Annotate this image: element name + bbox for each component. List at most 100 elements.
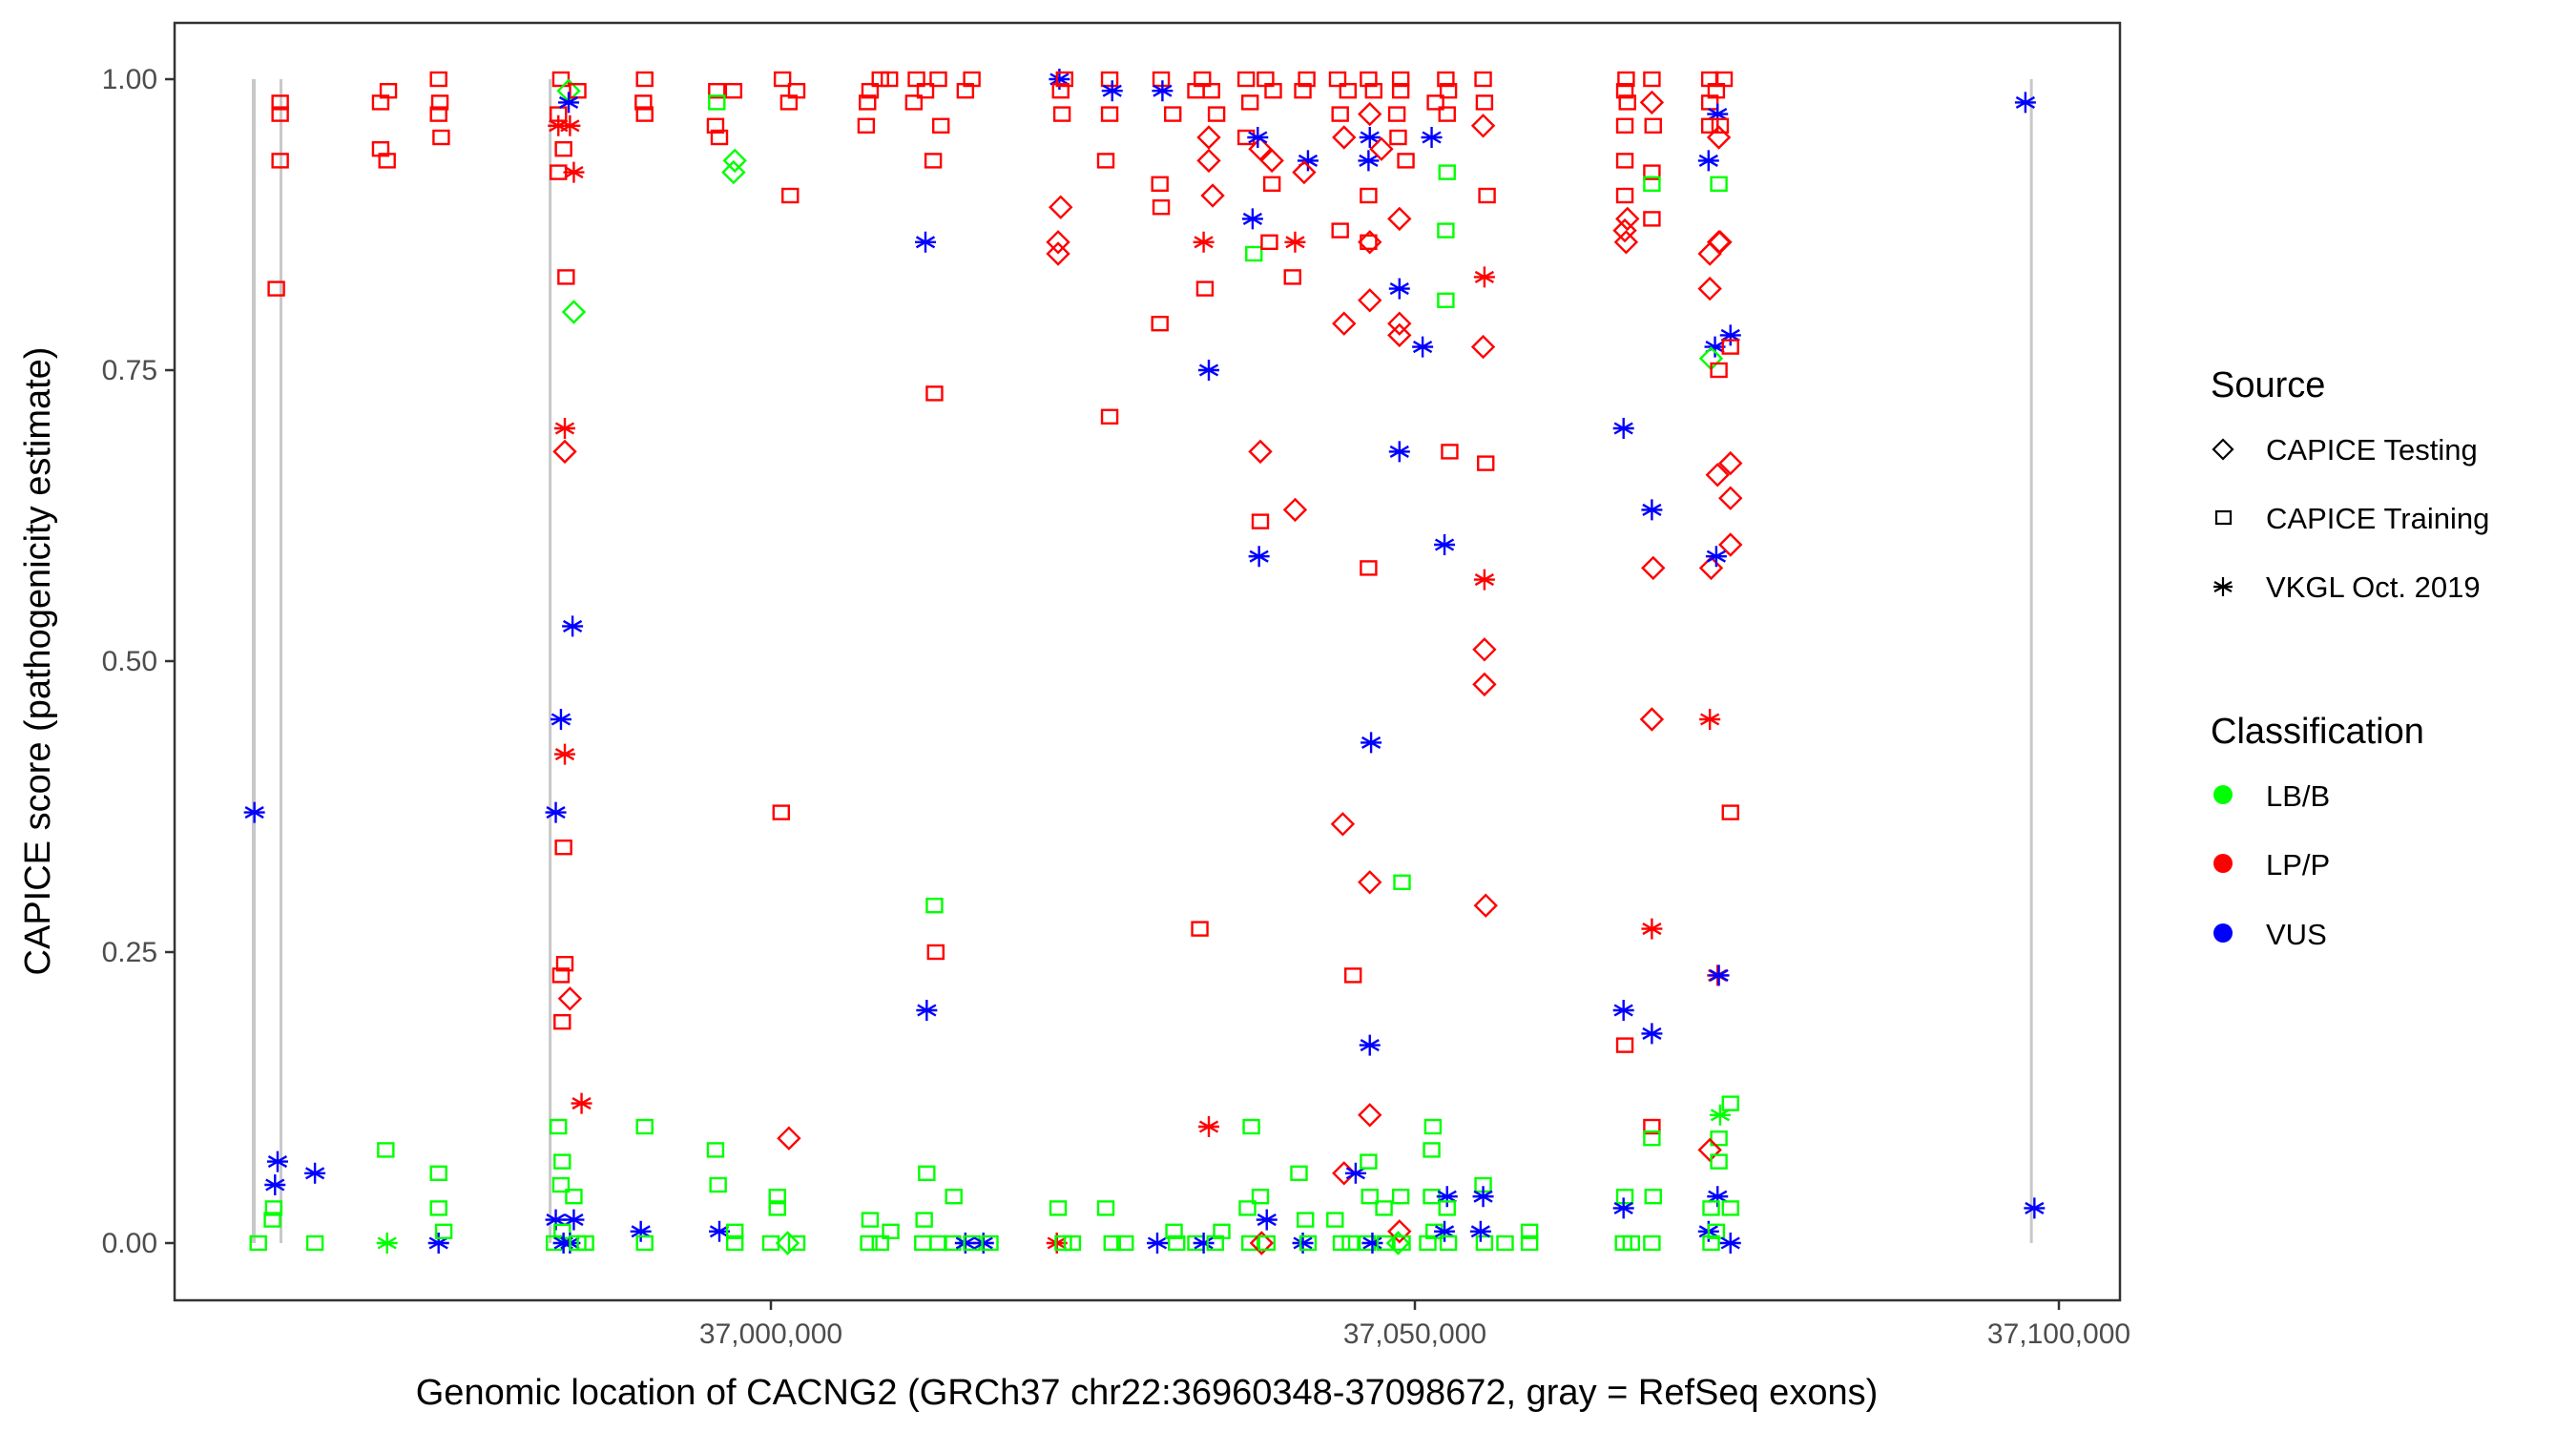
point-training — [1191, 921, 1209, 937]
point-training — [1643, 1118, 1661, 1135]
point-vkgl — [1434, 534, 1456, 555]
point-training — [1100, 71, 1119, 88]
point-testing — [561, 300, 587, 324]
point-training — [963, 71, 981, 88]
exon-layer — [251, 79, 2033, 1243]
point-vkgl — [1705, 546, 1727, 568]
point-vkgl — [1198, 360, 1219, 381]
point-testing — [1698, 555, 1724, 581]
point-training — [708, 82, 726, 99]
point-testing — [1259, 148, 1284, 174]
point-training — [1437, 222, 1455, 238]
point-training — [1615, 187, 1634, 204]
point-training — [1096, 1200, 1115, 1216]
point-testing — [1385, 1231, 1411, 1255]
point-testing — [1332, 311, 1357, 336]
point-vkgl — [1697, 150, 1719, 172]
point-training — [305, 1234, 324, 1252]
point-testing — [1292, 159, 1317, 185]
point-training — [1245, 245, 1263, 262]
point-testing — [1613, 230, 1639, 255]
diamond-icon — [2212, 438, 2234, 461]
point-training — [1240, 1234, 1259, 1252]
point-training — [429, 106, 447, 122]
point-training — [1437, 71, 1455, 88]
point-training — [1710, 1153, 1728, 1170]
point-training — [925, 898, 944, 914]
point-training — [430, 94, 449, 111]
point-vkgl — [563, 1209, 585, 1231]
point-training — [553, 1013, 571, 1030]
legend-label: CAPICE Testing — [2266, 433, 2478, 467]
point-vkgl — [1641, 499, 1663, 521]
point-training — [635, 1234, 654, 1252]
point-training — [1264, 82, 1282, 99]
point-vkgl — [1473, 569, 1495, 591]
panel-background — [175, 23, 2120, 1300]
point-training — [1343, 967, 1362, 984]
point-training — [371, 140, 390, 157]
point-vkgl — [558, 92, 580, 114]
y-tick-label: 0.25 — [102, 937, 157, 968]
point-vkgl — [1434, 1220, 1456, 1242]
point-training — [1116, 1234, 1134, 1252]
point-training — [925, 385, 944, 402]
point-vkgl — [563, 161, 585, 183]
point-training — [1360, 560, 1378, 576]
point-training — [1262, 176, 1281, 193]
point-testing — [552, 439, 577, 465]
point-vkgl — [2014, 92, 2036, 114]
point-testing — [1697, 276, 1722, 301]
point-training — [871, 1234, 889, 1252]
point-vkgl — [1709, 1104, 1731, 1126]
point-testing — [1705, 463, 1730, 487]
point-training — [726, 1223, 744, 1240]
point-training — [1617, 71, 1635, 88]
point-training — [1213, 1223, 1231, 1240]
point-testing — [1641, 555, 1666, 581]
legend-item-vkgl: VKGL Oct. 2019 — [2213, 570, 2481, 604]
point-testing — [1387, 322, 1412, 348]
point-training — [565, 1188, 583, 1205]
point-training — [1710, 1130, 1728, 1147]
point-training — [1326, 1212, 1344, 1228]
legend-label: VKGL Oct. 2019 — [2266, 570, 2481, 604]
y-tick-label: 1.00 — [102, 64, 157, 95]
point-training — [1206, 1234, 1224, 1252]
points-layer — [243, 69, 2046, 1255]
point-training — [768, 1188, 786, 1205]
point-training — [726, 1234, 744, 1252]
point-training — [1151, 176, 1169, 193]
point-training — [881, 71, 899, 88]
point-training — [709, 1176, 727, 1193]
point-training — [1240, 94, 1259, 111]
point-training — [1194, 71, 1212, 88]
point-training — [706, 117, 725, 135]
point-training — [271, 94, 289, 111]
point-training — [1423, 1142, 1441, 1158]
point-training — [1721, 339, 1739, 355]
point-training — [768, 1200, 786, 1216]
point-training — [634, 94, 653, 111]
point-testing — [1472, 637, 1497, 662]
point-training — [1702, 1200, 1720, 1216]
point-training — [1360, 71, 1378, 88]
point-training — [1520, 1223, 1539, 1240]
point-training — [1260, 234, 1278, 251]
point-testing — [1639, 707, 1665, 732]
point-testing — [1249, 1231, 1275, 1255]
point-training — [1168, 1234, 1186, 1252]
point-training — [1339, 82, 1358, 99]
point-testing — [1049, 195, 1073, 219]
point-training — [429, 1165, 447, 1182]
point-vkgl — [1436, 1186, 1458, 1208]
point-vkgl — [1292, 1233, 1314, 1254]
point-testing — [1639, 90, 1665, 115]
point-vkgl — [1388, 441, 1410, 463]
point-training — [1643, 1130, 1661, 1147]
point-vkgl — [559, 114, 581, 136]
point-training — [379, 82, 398, 99]
point-training — [1721, 804, 1739, 820]
point-training — [1063, 1234, 1082, 1252]
point-training — [267, 280, 285, 297]
